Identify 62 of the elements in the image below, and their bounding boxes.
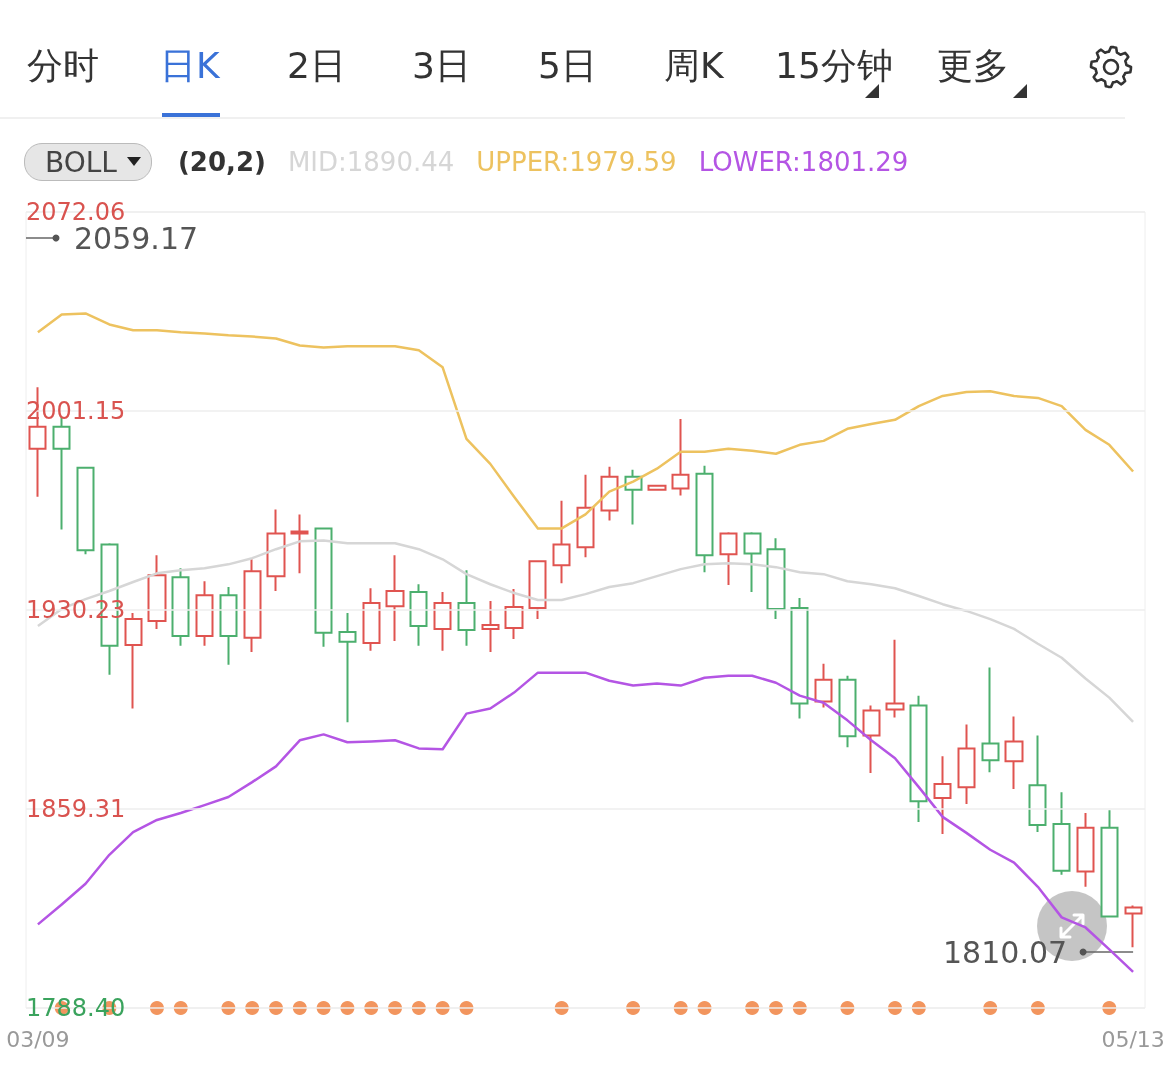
text: (20,2): [177, 147, 266, 177]
candlestick: [862, 704, 881, 775]
text: 分时: [27, 44, 99, 88]
candlestick: [695, 464, 714, 574]
candlestick: [1100, 809, 1119, 919]
candlestick: [433, 591, 452, 652]
candlestick: [243, 558, 262, 653]
annotation: 1810.07: [943, 934, 1068, 970]
candlestick: [838, 674, 857, 749]
y-tick-label: 2001.15: [26, 396, 126, 425]
x-tick-label: 05/13: [1101, 1026, 1165, 1052]
candlestick: [790, 597, 809, 720]
candlestick: [338, 611, 357, 724]
candlestick: [1028, 734, 1047, 834]
candlestick: [124, 611, 143, 710]
candlestick: [671, 417, 690, 497]
text: 5日: [538, 44, 597, 88]
candlestick: [195, 580, 214, 647]
x-tick-label: 03/09: [6, 1026, 70, 1052]
candlestick: [362, 587, 381, 652]
candlestick: [576, 473, 595, 559]
candlestick: [528, 559, 547, 621]
candlestick: [933, 755, 952, 836]
text: 2日: [287, 44, 346, 88]
candlestick: [1052, 791, 1071, 876]
candlestick: [981, 666, 1000, 774]
text: UPPER:1979.59: [476, 147, 677, 177]
candlestick: [147, 554, 167, 630]
candlestick: [885, 638, 905, 719]
y-tick-label: 1788.40: [26, 994, 126, 1022]
candlestick: [290, 513, 309, 575]
candlestick: [76, 465, 95, 556]
candlestick: [1076, 811, 1095, 888]
text: LOWER:1801.29: [698, 147, 909, 177]
candlestick: [457, 569, 476, 647]
text: 更多: [937, 44, 1009, 88]
candlestick: [266, 508, 286, 592]
text: 3日: [412, 44, 471, 88]
candlestick: [481, 600, 500, 653]
text: 周K: [664, 44, 724, 88]
candlestick: [504, 588, 524, 640]
candlestick: [766, 537, 786, 621]
candlestick: [1124, 904, 1143, 949]
candlestick: [171, 567, 190, 647]
candlestick: [719, 531, 738, 587]
candlestick: [814, 662, 833, 709]
y-tick-label: 1930.23: [26, 596, 126, 624]
candlestick: [409, 583, 428, 647]
candlestick: [552, 499, 571, 585]
candlestick: [600, 465, 619, 522]
candlestick: [909, 694, 928, 823]
candlestick: [1004, 715, 1024, 791]
candlestick: [314, 527, 333, 648]
candlestick: [743, 531, 762, 594]
text: 15分钟: [775, 44, 893, 88]
candlestick: [957, 723, 976, 805]
y-tick-label: 1859.31: [26, 795, 126, 824]
text: 日K: [160, 44, 220, 88]
candlestick: [219, 586, 238, 666]
candlestick: [647, 483, 667, 492]
text: BOLL: [45, 145, 117, 179]
candlestick: [385, 554, 405, 642]
